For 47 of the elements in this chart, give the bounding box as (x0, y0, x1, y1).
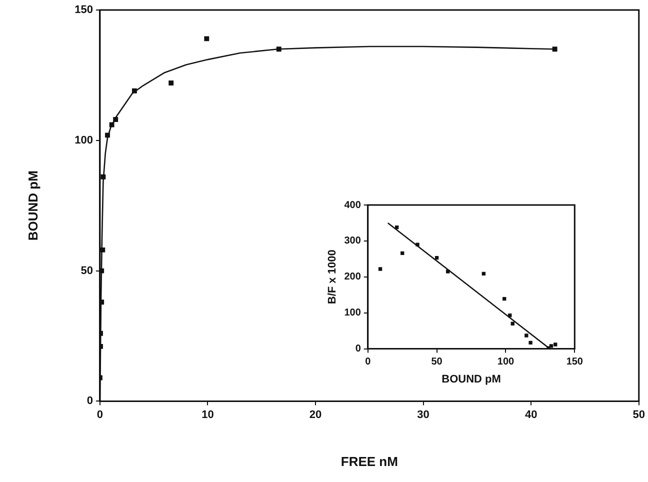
point (400, 251, 404, 256)
y-tick-label: 150 (74, 4, 93, 16)
x-tick-label: 10 (202, 408, 214, 421)
point (276, 46, 282, 52)
point (524, 334, 528, 338)
x-tick-label: 0 (365, 356, 372, 368)
y-axis-title: BOUND pM (25, 170, 40, 241)
point (446, 270, 450, 274)
y-tick-label: 400 (344, 200, 362, 211)
point (502, 296, 506, 301)
x-tick-label: 150 (566, 356, 584, 368)
point (100, 247, 106, 252)
x-axis-title: FREE nM (340, 454, 398, 469)
y-axis-title: B/F x 1000 (326, 250, 339, 304)
point (394, 225, 399, 230)
point (549, 344, 554, 348)
y-tick-label: 100 (74, 134, 93, 146)
point (528, 340, 532, 345)
y-tick-label: 300 (344, 236, 362, 247)
x-tick-label: 20 (309, 408, 322, 421)
y-tick-label: 0 (355, 344, 362, 355)
y-tick-label: 50 (80, 264, 93, 277)
point (204, 36, 210, 42)
point (100, 174, 106, 180)
point (132, 88, 137, 94)
x-tick-label: 40 (524, 408, 538, 421)
y-tick-label: 0 (86, 395, 93, 408)
x-tick-label: 100 (497, 356, 515, 368)
x-tick-label: 0 (96, 408, 104, 421)
point (554, 342, 558, 346)
point (434, 256, 439, 260)
point (109, 122, 114, 128)
x-tick-label: 50 (632, 408, 646, 421)
point (168, 80, 174, 86)
x-tick-label: 30 (417, 408, 430, 421)
x-tick-label: 50 (431, 356, 443, 368)
point (416, 242, 420, 246)
point (105, 132, 110, 138)
point (508, 314, 512, 318)
point (113, 117, 118, 122)
y-tick-label: 200 (344, 272, 362, 283)
point (378, 267, 382, 271)
point (510, 322, 514, 326)
x-axis-title: BOUND pM (442, 373, 501, 386)
y-tick-label: 100 (344, 308, 362, 319)
point (482, 272, 486, 276)
point (552, 46, 558, 52)
